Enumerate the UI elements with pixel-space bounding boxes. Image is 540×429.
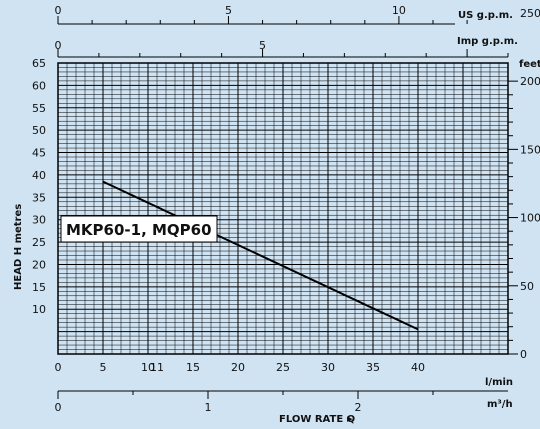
- y-tick-label-metres: 30: [32, 214, 46, 227]
- series-line-mkp60: [102, 180, 419, 331]
- y2-tick-label-feet: 0: [520, 348, 527, 361]
- y-tick-label-metres: 45: [32, 147, 46, 160]
- bottom-tick-label-m3h: 0: [55, 401, 62, 414]
- y-axis-title: HEAD H metres: [13, 204, 24, 290]
- y-tick-label-metres: 55: [32, 102, 46, 115]
- x-tick-label-lmin: 20: [231, 361, 245, 374]
- x-tick-label-lmin: 10: [141, 361, 155, 374]
- top-axis-imp-gpm-title: Imp g.p.m.: [457, 36, 518, 47]
- x-tick-label-lmin: 11: [150, 361, 164, 374]
- x-axis-m3h-title: m³/h: [487, 399, 513, 410]
- bottom-tick-label-m3h: 1: [205, 401, 212, 414]
- top-tick-label-imp-gpm: 0: [55, 39, 62, 52]
- x-tick-label-lmin: 30: [321, 361, 335, 374]
- x-tick-label-lmin: 35: [366, 361, 380, 374]
- y-tick-label-metres: 25: [32, 236, 46, 249]
- y2-tick-label-feet: 50: [520, 280, 534, 293]
- y-tick-label-metres: 15: [32, 281, 46, 294]
- y2-tick-label-feet: 150: [520, 143, 540, 156]
- series-label-box: [60, 215, 218, 243]
- y2-tick-label-feet: 100: [520, 212, 540, 225]
- top-axis-us-gpm-title: US g.p.m.: [458, 10, 513, 21]
- series-label: MKP60-1, MQP60: [66, 221, 212, 239]
- x-tick-label-lmin: 25: [276, 361, 290, 374]
- y-tick-label-metres: 50: [32, 124, 46, 137]
- top-tick-label-us-gpm: 0: [55, 4, 62, 17]
- grid-lines: [57, 62, 509, 355]
- x-tick-label-lmin: 40: [411, 361, 425, 374]
- tick-marks: [57, 16, 518, 399]
- x-axis-lmin-title: l/min: [485, 377, 513, 388]
- flow-rate-caption: FLOW RATE Q: [279, 414, 355, 425]
- top-tick-label-us-gpm: 5: [225, 4, 232, 17]
- top-tick-label-imp-gpm: 5: [259, 39, 266, 52]
- y-tick-label-metres: 60: [32, 79, 46, 92]
- y-tick-label-metres: 40: [32, 169, 46, 182]
- x-tick-label-lmin: 0: [55, 361, 62, 374]
- top-tick-label-us-gpm: 10: [392, 4, 406, 17]
- y2-tick-label-feet: 200: [520, 75, 540, 88]
- plot-frame: [57, 62, 509, 355]
- y2-tick-label-feet: 250: [520, 7, 540, 20]
- x-tick-label-lmin: 15: [186, 361, 200, 374]
- x-tick-label-lmin: 5: [100, 361, 107, 374]
- bottom-tick-label-m3h: 2: [355, 401, 362, 414]
- y-tick-label-metres: 35: [32, 191, 46, 204]
- y-tick-label-metres: 65: [32, 57, 46, 70]
- flow-rate-arrow-icon: ▸: [347, 412, 353, 425]
- y-tick-label-metres: 20: [32, 258, 46, 271]
- y-tick-label-metres: 10: [32, 303, 46, 316]
- y2-axis-title: feet: [519, 59, 540, 70]
